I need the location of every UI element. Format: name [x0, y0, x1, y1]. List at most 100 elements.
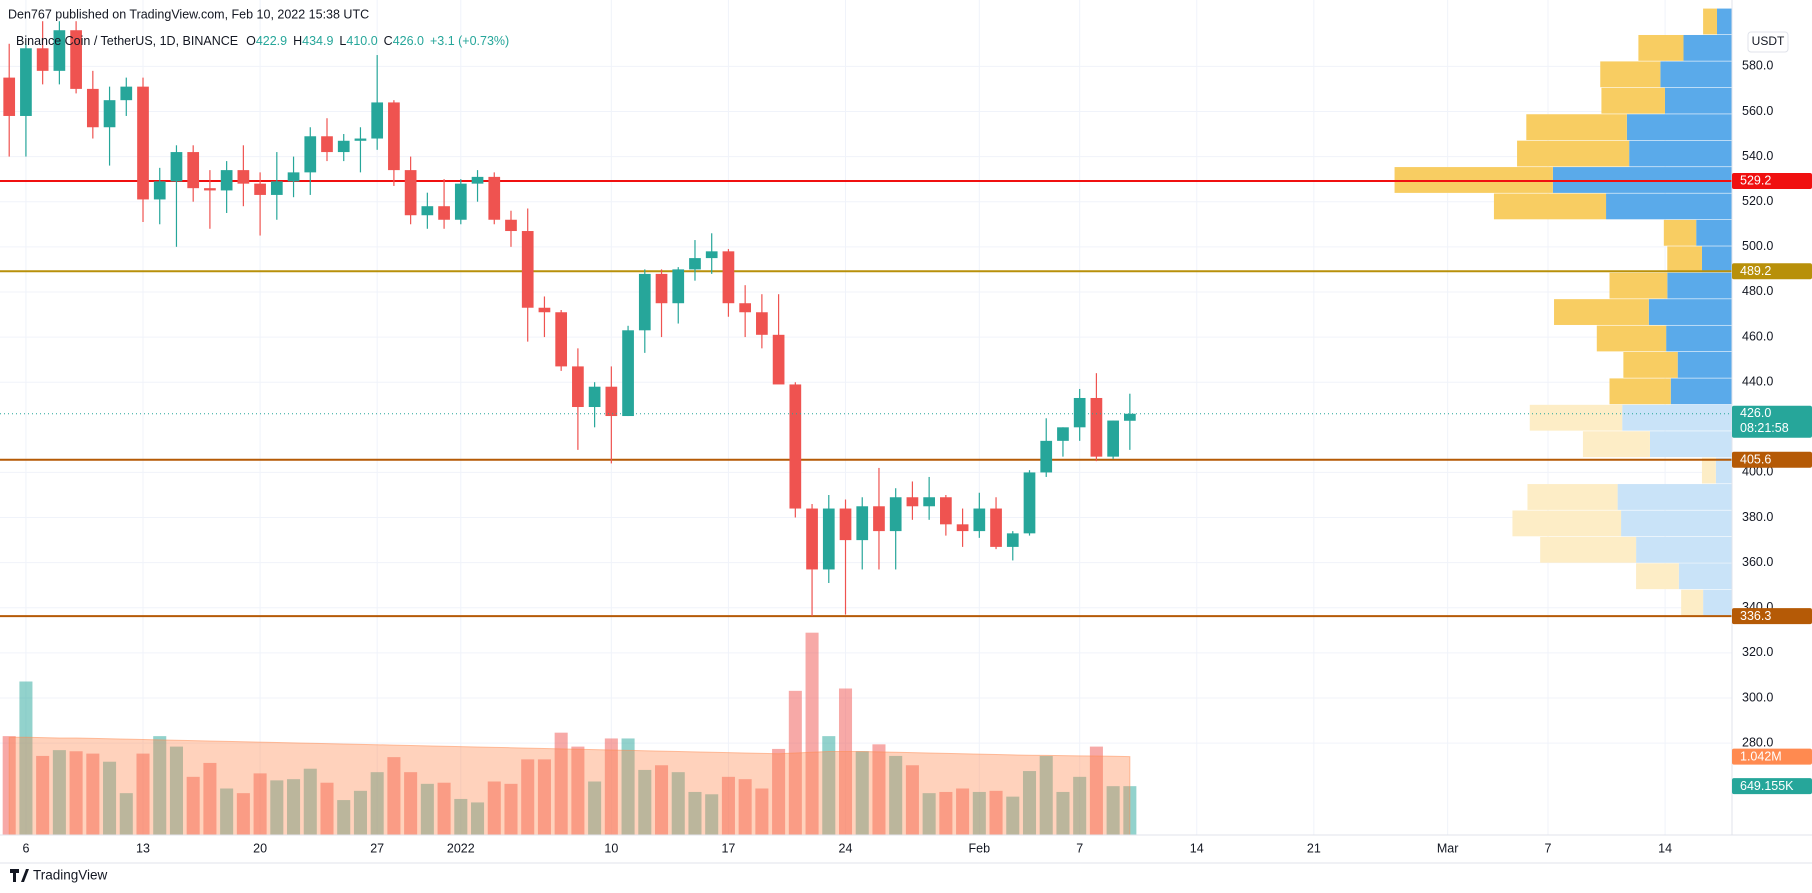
x-tick-label: 7 [1076, 841, 1083, 855]
volume-ma-label-bg [1732, 748, 1812, 765]
profile-up [1649, 431, 1732, 458]
level-label-bg [1732, 172, 1812, 189]
y-tick-label: 380.0 [1742, 510, 1773, 524]
profile-down [1517, 140, 1630, 167]
volume-bar [1073, 776, 1087, 835]
candle-body [1124, 413, 1136, 421]
candle-body [789, 384, 802, 509]
volume-bar [939, 791, 953, 835]
y-tick-label: 400.0 [1742, 465, 1773, 479]
candle-body [772, 334, 785, 385]
candle-body [856, 506, 869, 541]
volume-bar [521, 759, 535, 835]
y-tick-label: 300.0 [1742, 690, 1773, 704]
candle-body [956, 524, 969, 532]
profile-down [1638, 34, 1684, 61]
volume-bar [19, 681, 33, 835]
candle-body [488, 176, 501, 220]
candle-body [304, 136, 317, 173]
legend-letter: O [246, 34, 256, 48]
x-tick-label: 27 [370, 841, 384, 855]
volume-bar [654, 765, 669, 835]
profile-up [1716, 8, 1732, 35]
profile-up [1606, 193, 1732, 220]
plot-area [0, 8, 1732, 835]
volume-bar [36, 755, 50, 835]
profile-down [1609, 272, 1668, 299]
volume-bar [487, 781, 501, 835]
y-tick-label: 540.0 [1742, 149, 1773, 163]
level-label-bg [1732, 608, 1812, 625]
profile-down [1623, 351, 1678, 378]
volume-bar [922, 793, 936, 835]
volume-bar [638, 769, 652, 835]
profile-down [1526, 114, 1627, 141]
y-tick-label: 580.0 [1742, 59, 1773, 73]
volume-bar [788, 690, 802, 835]
published-note: Den767 published on TradingView.com, Feb… [8, 7, 369, 21]
candle-body [270, 181, 283, 195]
profile-down [1600, 61, 1661, 88]
volume-bar [287, 779, 301, 835]
volume-bar [69, 751, 83, 835]
volume-ma-label: 1.042M [1740, 749, 1782, 763]
profile-up [1677, 351, 1732, 378]
profile-down [1701, 457, 1716, 484]
volume-bar [989, 790, 1003, 835]
candle-body [555, 312, 568, 367]
level-label: 405.6 [1740, 453, 1771, 467]
volume-bar [203, 762, 217, 835]
volume-bar [119, 793, 133, 835]
level-label-bg [1732, 451, 1812, 468]
candle-body [521, 231, 534, 308]
profile-up [1701, 246, 1732, 273]
y-tick-label: 480.0 [1742, 284, 1773, 298]
volume-bar [705, 794, 719, 835]
volume-bar [1022, 771, 1037, 835]
profile-down [1667, 246, 1702, 273]
volume-bar [604, 738, 618, 835]
candle-body [572, 366, 584, 408]
y-tick-label: 440.0 [1742, 374, 1773, 388]
logo-mark [10, 869, 29, 882]
volume-bar [905, 765, 919, 835]
profile-up [1629, 140, 1732, 167]
legend-letter: L [339, 34, 346, 48]
volume-bar [320, 782, 334, 835]
legend-value: 422.9 [256, 34, 287, 48]
candle-body [1073, 397, 1086, 428]
countdown: 08:21:58 [1740, 421, 1789, 435]
volume-bar [855, 751, 869, 835]
candle-body [806, 508, 818, 570]
candle-body [889, 497, 902, 532]
candle-body [839, 508, 852, 541]
x-tick-label: 10 [604, 841, 618, 855]
profile-down [1529, 404, 1623, 431]
profile-up [1696, 219, 1732, 246]
volume-bar [420, 783, 434, 835]
y-tick-label: 460.0 [1742, 329, 1773, 343]
volume-bar [738, 779, 752, 835]
y-tick-label: 500.0 [1742, 239, 1773, 253]
x-tick-label: 7 [1545, 841, 1552, 855]
profile-down [1681, 589, 1704, 616]
legend-letter: H [293, 34, 302, 48]
x-tick-label: Mar [1437, 841, 1459, 855]
candle-body [471, 176, 484, 184]
currency: USDT [1752, 34, 1785, 48]
candle-body [705, 251, 718, 259]
candle-body [739, 303, 752, 313]
y-tick-label: 560.0 [1742, 104, 1773, 118]
x-tick-label: 17 [721, 841, 735, 855]
y-tick-label: 320.0 [1742, 645, 1773, 659]
volume-bar [454, 798, 468, 835]
profile-up [1626, 114, 1732, 141]
candle-body [204, 188, 216, 191]
candle-body [287, 172, 300, 182]
profile-up [1636, 536, 1732, 563]
volume-bar [822, 736, 836, 835]
volume-bar [153, 736, 167, 835]
candle-body [689, 258, 701, 270]
volume-bar [1039, 755, 1053, 835]
